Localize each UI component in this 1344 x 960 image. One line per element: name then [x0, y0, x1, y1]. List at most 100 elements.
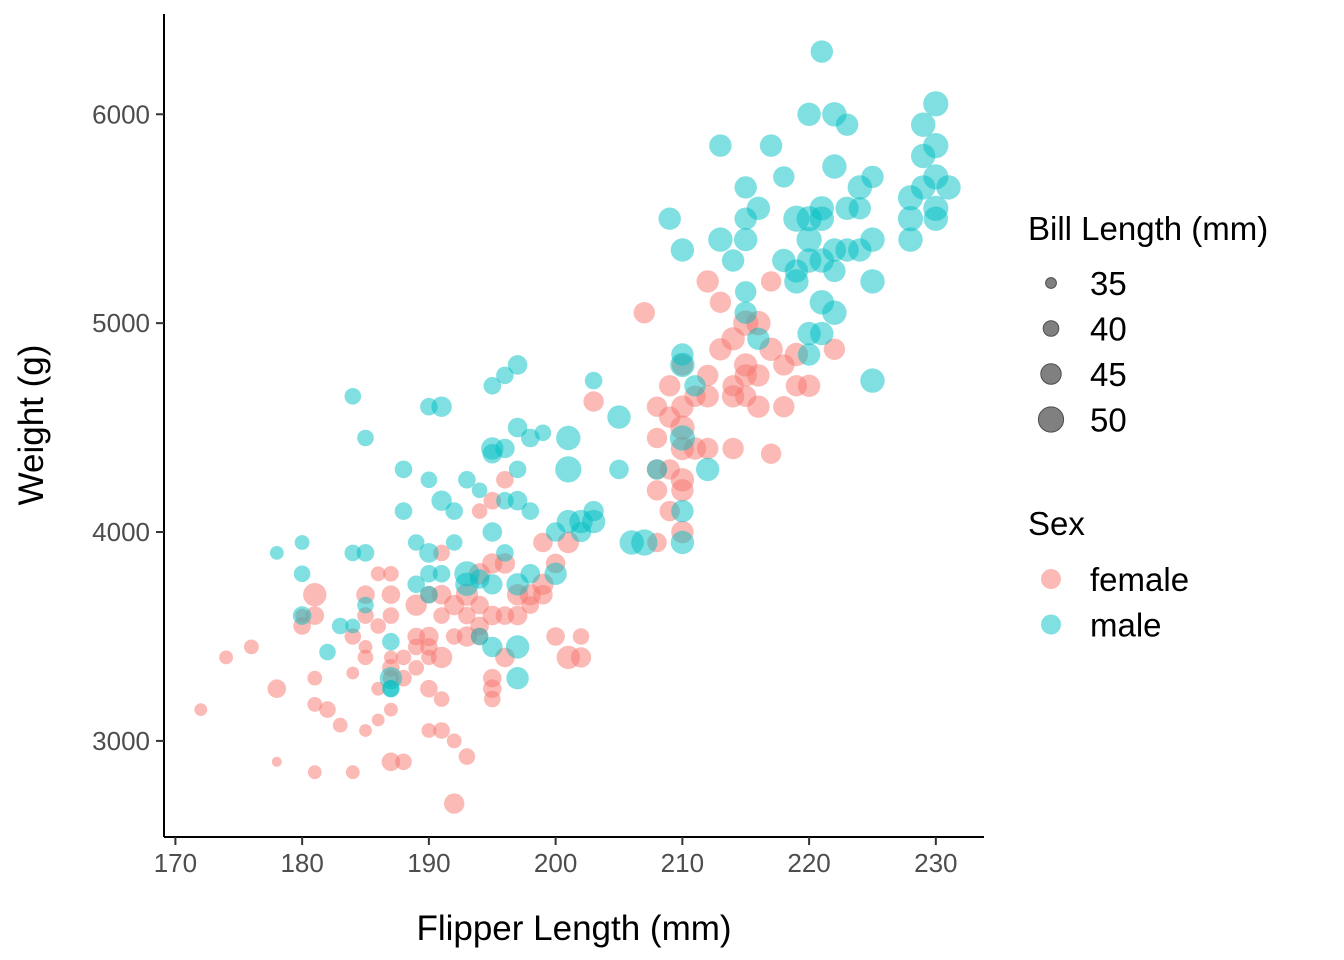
data-point-male [407, 575, 426, 594]
color-legend-key-female [1041, 569, 1061, 589]
data-point-male [823, 259, 846, 283]
data-point-male [345, 618, 361, 634]
size-legend-title: Bill Length (mm) [1028, 210, 1268, 247]
data-point-female [496, 471, 514, 489]
data-point-male [734, 301, 757, 324]
data-point-male [670, 530, 695, 555]
data-point-male [835, 113, 859, 136]
data-point-female [408, 660, 425, 676]
data-point-male [708, 227, 733, 252]
data-point-male [344, 544, 362, 562]
size-legend-key [1037, 406, 1065, 433]
y-tick-label: 3000 [92, 726, 150, 756]
data-point-male [357, 596, 374, 614]
data-point-female [332, 717, 348, 733]
data-point-female [344, 628, 362, 645]
size-legend-key [1045, 277, 1057, 289]
data-point-male [496, 544, 514, 562]
data-point-male [911, 112, 936, 137]
data-point-male [505, 635, 530, 659]
data-point-male [797, 343, 821, 366]
y-axis-ticks: 3000 4000 5000 6000 [92, 99, 164, 756]
data-point-female [303, 583, 327, 607]
data-point-male [495, 438, 515, 459]
data-point-female [244, 639, 259, 655]
data-point-male [534, 424, 552, 442]
data-point-male [670, 238, 695, 262]
data-point-female [722, 437, 744, 460]
data-point-female [420, 679, 438, 698]
data-point-male [357, 429, 374, 447]
data-point-female [747, 395, 770, 418]
size-legend-key [1040, 363, 1062, 385]
data-point-female [572, 628, 590, 645]
y-tick-label: 4000 [92, 517, 150, 547]
data-point-male [784, 269, 809, 294]
x-tick-label: 190 [407, 848, 450, 878]
data-point-male [420, 585, 438, 604]
data-point-male [810, 40, 833, 63]
data-point-male [506, 667, 529, 690]
data-point-female [760, 271, 782, 292]
data-point-male [607, 405, 631, 429]
data-point-female [646, 427, 668, 449]
data-point-female [219, 650, 234, 665]
data-point-female [747, 364, 770, 387]
data-point-male [797, 102, 821, 127]
x-tick-label: 180 [280, 848, 323, 878]
data-point-female [646, 480, 668, 501]
data-point-male [445, 502, 464, 520]
data-point-male [407, 534, 425, 551]
data-point-female [773, 396, 795, 418]
data-point-male [759, 134, 783, 157]
data-point-male [670, 352, 695, 378]
data-point-female [433, 691, 450, 707]
size-legend-label: 35 [1090, 265, 1127, 302]
data-point-male [482, 574, 503, 595]
data-point-female [194, 703, 208, 716]
color-legend-key-male [1041, 614, 1061, 635]
data-point-male [898, 227, 923, 252]
data-point-male [609, 459, 629, 480]
data-point-female [760, 443, 782, 464]
data-point-male [646, 459, 668, 480]
data-point-male [508, 460, 527, 479]
data-point-male [382, 632, 400, 651]
data-point-male [544, 562, 567, 585]
data-point-male [445, 534, 463, 551]
data-point-female [370, 618, 387, 634]
data-point-male [658, 207, 681, 230]
data-point-male [482, 636, 503, 658]
data-point-male [709, 134, 732, 157]
color-legend-title: Sex [1028, 505, 1085, 542]
data-point-female [271, 756, 282, 767]
data-point-male [735, 281, 757, 303]
data-point-male [734, 176, 757, 199]
data-point-male [822, 300, 847, 325]
data-point-male [747, 327, 770, 350]
data-point-male [431, 490, 452, 511]
data-point-female [433, 722, 450, 739]
data-point-female [433, 607, 450, 624]
data-point-male [520, 564, 541, 584]
data-point-male [319, 643, 336, 661]
size-legend-key [1042, 320, 1060, 337]
data-point-male [419, 543, 439, 563]
data-point-male [584, 371, 603, 390]
data-point-female [267, 679, 287, 698]
data-point-female [659, 375, 681, 397]
data-point-female [583, 391, 604, 412]
data-point-female [371, 713, 385, 727]
y-tick-label: 5000 [92, 308, 150, 338]
data-point-male [696, 457, 720, 482]
data-point-male [521, 502, 540, 520]
data-point-male [860, 269, 885, 294]
data-point-male [923, 206, 948, 231]
data-point-female [633, 302, 655, 324]
data-point-female [458, 606, 476, 625]
data-point-male [810, 321, 834, 346]
size-legend-label: 40 [1090, 311, 1127, 348]
data-point-male [581, 509, 606, 534]
data-point-female [359, 724, 372, 737]
